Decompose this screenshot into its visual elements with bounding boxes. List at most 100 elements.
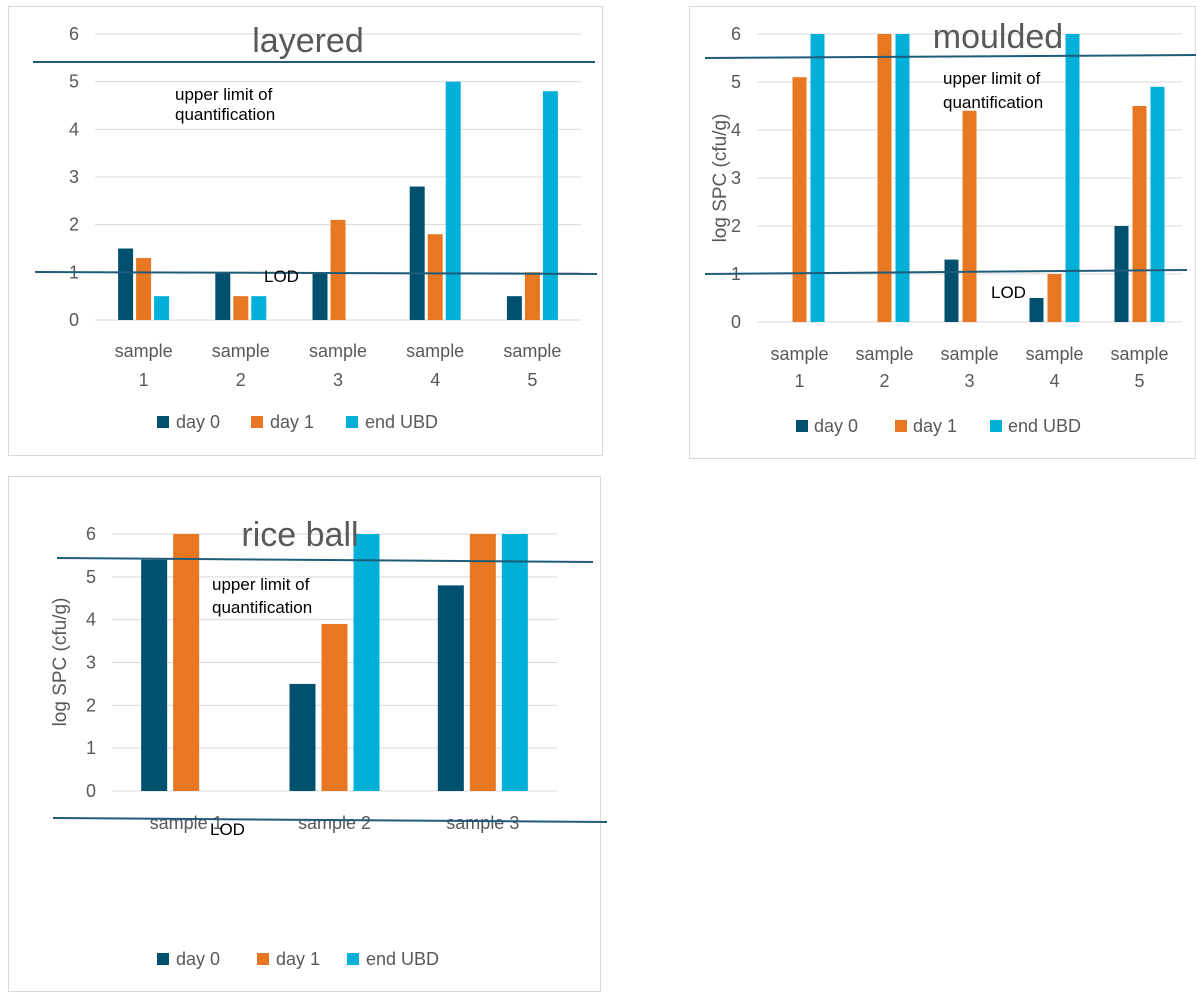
legend-label: day 1 (270, 412, 314, 432)
lod-line (52, 817, 608, 823)
legend-label: day 1 (276, 949, 320, 969)
legend-label: day 0 (176, 412, 220, 432)
x-tick-label: sample (770, 344, 828, 364)
legend-swatch (346, 416, 358, 428)
x-tick-label: sample (309, 341, 367, 361)
x-tick-label: 3 (333, 370, 343, 390)
x-tick-label: 3 (964, 371, 974, 391)
bar-end-UBD (1150, 86, 1165, 322)
bar-day-1 (321, 623, 348, 791)
bar-end-UBD (154, 296, 170, 320)
y-tick-label: 0 (731, 312, 741, 332)
bar-day-1 (1047, 274, 1062, 322)
x-tick-label: sample (212, 341, 270, 361)
bar-day-0 (312, 272, 328, 320)
bar-day-0 (944, 259, 959, 322)
legend-swatch (251, 416, 263, 428)
legend-label: end UBD (366, 949, 439, 969)
y-tick-label: 4 (86, 610, 96, 630)
x-tick-label: sample (115, 341, 173, 361)
chart-2: 0123456sample1sample2sample3sample4sampl… (689, 6, 1196, 459)
bar-day-0 (506, 296, 522, 320)
bar-end-UBD (895, 34, 910, 322)
legend-swatch (157, 416, 169, 428)
bar-day-1 (427, 234, 443, 320)
bar-end-UBD (353, 534, 380, 791)
y-tick-label: 3 (86, 653, 96, 673)
bar-day-1 (330, 219, 346, 320)
chart-title: rice ball (241, 516, 358, 554)
legend-label: day 0 (814, 416, 858, 436)
legend-label: end UBD (365, 412, 438, 432)
legend-label: day 0 (176, 949, 220, 969)
chart-1: 0123456sample1sample2sample3sample4sampl… (8, 6, 603, 456)
x-tick-label: 1 (794, 371, 804, 391)
y-tick-label: 2 (86, 695, 96, 715)
x-tick-label: sample 3 (446, 813, 519, 833)
x-tick-label: 4 (1049, 371, 1059, 391)
y-tick-label: 6 (69, 24, 79, 44)
y-tick-label: 2 (731, 216, 741, 236)
legend-swatch (157, 953, 169, 965)
bar-end-UBD (501, 534, 528, 791)
upper-limit-label-line1: upper limit of (212, 575, 310, 594)
bar-day-1 (233, 296, 249, 320)
bar-day-1 (524, 272, 540, 320)
y-tick-label: 1 (86, 738, 96, 758)
y-tick-label: 3 (731, 168, 741, 188)
y-tick-label: 5 (86, 567, 96, 587)
y-tick-label: 2 (69, 215, 79, 235)
bar-end-UBD (445, 81, 461, 321)
x-tick-label: sample (503, 341, 561, 361)
bar-end-UBD (810, 34, 825, 322)
lod-label: LOD (210, 820, 245, 839)
legend-swatch (796, 420, 808, 432)
x-tick-label: sample (940, 344, 998, 364)
x-tick-label: sample (1025, 344, 1083, 364)
y-tick-label: 5 (731, 72, 741, 92)
x-tick-label: 4 (430, 370, 440, 390)
bar-end-UBD (251, 296, 267, 320)
x-tick-label: 5 (1134, 371, 1144, 391)
bar-end-UBD (542, 91, 558, 320)
bar-day-1 (136, 258, 152, 320)
y-tick-label: 0 (86, 781, 96, 801)
bar-day-1 (792, 77, 807, 322)
y-tick-label: 6 (86, 524, 96, 544)
upper-limit-line (56, 557, 594, 563)
x-tick-label: sample (855, 344, 913, 364)
lod-line (34, 271, 598, 275)
bar-day-1 (877, 34, 892, 322)
upper-limit-label-line1: upper limit of (175, 85, 273, 104)
x-tick-label: 5 (527, 370, 537, 390)
upper-limit-label-line2: quantification (175, 105, 275, 124)
x-tick-label: 2 (879, 371, 889, 391)
y-axis-label: log SPC (cfu/g) (50, 598, 71, 727)
lod-label: LOD (264, 267, 299, 286)
x-tick-label: sample (406, 341, 464, 361)
y-tick-label: 0 (69, 310, 79, 330)
bar-day-1 (962, 110, 977, 322)
bar-day-0 (409, 186, 425, 320)
legend-swatch (895, 420, 907, 432)
bar-day-0 (289, 683, 316, 791)
bar-day-1 (469, 534, 496, 791)
chart-title: moulded (933, 18, 1063, 56)
y-tick-label: 6 (731, 24, 741, 44)
upper-limit-label-line1: upper limit of (943, 69, 1041, 88)
legend-swatch (347, 953, 359, 965)
bar-day-0 (1029, 298, 1044, 322)
upper-limit-label-line2: quantification (943, 93, 1043, 112)
x-tick-label: 1 (139, 370, 149, 390)
legend-label: end UBD (1008, 416, 1081, 436)
bar-end-UBD (1065, 34, 1080, 322)
y-tick-label: 5 (69, 72, 79, 92)
x-tick-label: sample (1110, 344, 1168, 364)
bar-day-0 (118, 248, 134, 320)
bar-day-0 (1114, 226, 1129, 322)
y-axis-label: log SPC (cfu/g) (710, 114, 731, 243)
bar-day-0 (141, 559, 168, 791)
bar-day-0 (437, 585, 464, 791)
legend-swatch (990, 420, 1002, 432)
